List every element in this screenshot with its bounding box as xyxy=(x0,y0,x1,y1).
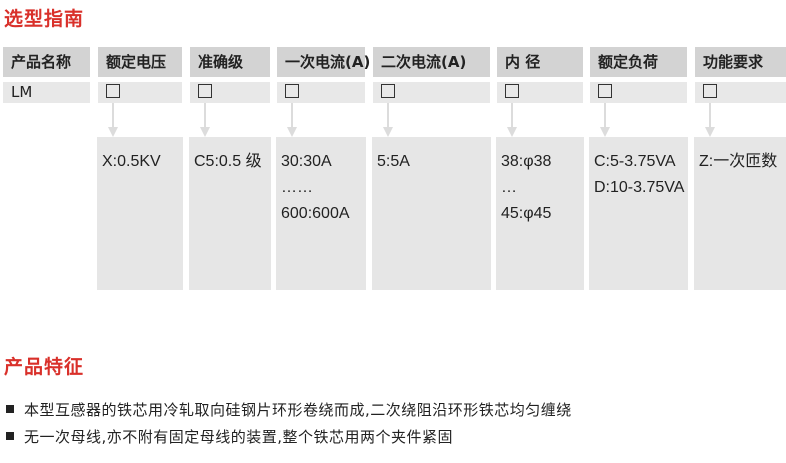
arrowhead-icon xyxy=(108,127,118,137)
bullet-square-icon xyxy=(6,432,14,440)
option-value: D:10-3.75VA xyxy=(594,179,685,196)
option-value: 45:φ45 xyxy=(501,205,552,222)
arrow-down-icon xyxy=(204,103,206,129)
code-placeholder xyxy=(497,82,583,103)
code-placeholder xyxy=(190,82,270,103)
option-value: 38:φ38 xyxy=(501,153,552,170)
code-placeholder xyxy=(590,82,687,103)
option-value: … xyxy=(501,179,517,196)
product-code: LM xyxy=(3,82,90,103)
arrowhead-icon xyxy=(383,127,393,137)
option-values: 5:5A xyxy=(372,137,491,290)
option-value: 600:600A xyxy=(281,205,350,222)
column-header: 功能要求 xyxy=(695,47,786,77)
arrow-down-icon xyxy=(604,103,606,129)
arrowhead-icon xyxy=(705,127,715,137)
empty-box-icon xyxy=(198,84,212,98)
arrowhead-icon xyxy=(287,127,297,137)
column-header: 二次电流(A) xyxy=(373,47,490,77)
arrow-down-icon xyxy=(112,103,114,129)
feature-item: 本型互感器的铁芯用冷轧取向硅钢片环形卷绕而成,二次绕阻沿环形铁芯均匀缠绕 xyxy=(6,398,572,425)
arrow-down-icon xyxy=(511,103,513,129)
empty-box-icon xyxy=(703,84,717,98)
option-value: 5:5A xyxy=(377,153,410,170)
empty-box-icon xyxy=(598,84,612,98)
option-value: C5:0.5 级 xyxy=(194,153,262,170)
code-placeholder xyxy=(373,82,490,103)
option-value: 30:30A xyxy=(281,153,332,170)
column-header: 内 径 xyxy=(497,47,583,77)
arrowhead-icon xyxy=(200,127,210,137)
option-values: C5:0.5 级 xyxy=(189,137,271,290)
code-placeholder xyxy=(277,82,365,103)
option-values: C:5-3.75VA D:10-3.75VA xyxy=(589,137,688,290)
empty-box-icon xyxy=(381,84,395,98)
option-value: C:5-3.75VA xyxy=(594,153,676,170)
option-value: X:0.5KV xyxy=(102,153,161,170)
option-values: 38:φ38 … 45:φ45 xyxy=(496,137,584,290)
arrow-down-icon xyxy=(387,103,389,129)
arrowhead-icon xyxy=(600,127,610,137)
option-values: Z:一次匝数 xyxy=(694,137,786,290)
features-list: 本型互感器的铁芯用冷轧取向硅钢片环形卷绕而成,二次绕阻沿环形铁芯均匀缠绕 无一次… xyxy=(6,398,572,452)
empty-box-icon xyxy=(106,84,120,98)
code-placeholder xyxy=(695,82,786,103)
arrowhead-icon xyxy=(507,127,517,137)
feature-text: 本型互感器的铁芯用冷轧取向硅钢片环形卷绕而成,二次绕阻沿环形铁芯均匀缠绕 xyxy=(24,401,572,419)
arrow-down-icon xyxy=(709,103,711,129)
empty-box-icon xyxy=(285,84,299,98)
option-values: 30:30A …… 600:600A xyxy=(276,137,366,290)
bullet-square-icon xyxy=(6,405,14,413)
feature-text: 无一次母线,亦不附有固定母线的装置,整个铁芯用两个夹件紧固 xyxy=(24,428,454,446)
option-values: X:0.5KV xyxy=(97,137,183,290)
column-header: 额定负荷 xyxy=(590,47,687,77)
features-title: 产品特征 xyxy=(4,356,85,378)
option-value: …… xyxy=(281,179,313,196)
column-header: 一次电流(A) xyxy=(277,47,370,77)
column-header: 准确级 xyxy=(190,47,270,77)
column-header: 额定电压 xyxy=(98,47,182,77)
code-placeholder xyxy=(98,82,182,103)
feature-item: 无一次母线,亦不附有固定母线的装置,整个铁芯用两个夹件紧固 xyxy=(6,425,572,452)
column-header: 产品名称 xyxy=(3,47,90,77)
empty-box-icon xyxy=(505,84,519,98)
option-value: Z:一次匝数 xyxy=(699,153,778,170)
arrow-down-icon xyxy=(291,103,293,129)
selection-guide-title: 选型指南 xyxy=(4,8,85,30)
